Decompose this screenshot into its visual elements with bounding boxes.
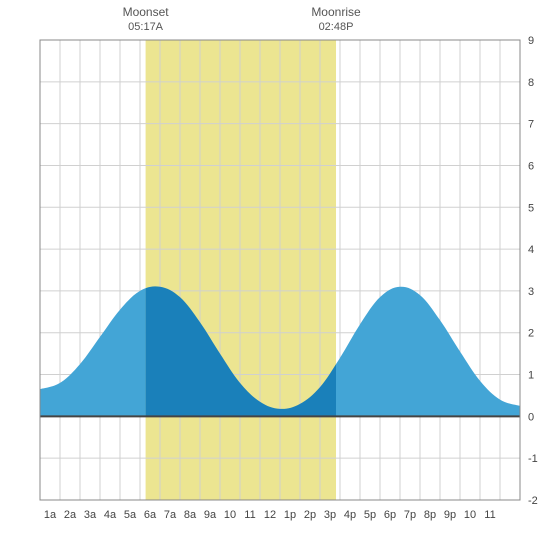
x-tick-label: 11 — [484, 509, 495, 521]
tide-chart: -2-101234567891a2a3a4a5a6a7a8a9a1011121p… — [0, 0, 550, 550]
moonset-title: Moonset — [123, 5, 170, 19]
moonset-time: 05:17A — [128, 21, 164, 33]
x-tick-label: 10 — [464, 509, 476, 521]
daylight-band — [146, 40, 336, 500]
x-tick-label: 2a — [64, 509, 77, 521]
y-tick-label: 8 — [528, 77, 534, 89]
x-tick-label: 7p — [404, 509, 416, 521]
y-tick-label: 9 — [528, 35, 534, 47]
y-tick-label: 0 — [528, 411, 534, 423]
x-tick-label: 5a — [124, 509, 137, 521]
y-tick-label: 4 — [528, 244, 534, 256]
y-tick-label: 7 — [528, 119, 534, 131]
x-tick-label: 2p — [304, 509, 316, 521]
x-tick-label: 10 — [224, 509, 236, 521]
y-tick-label: 5 — [528, 202, 534, 214]
x-tick-label: 5p — [364, 509, 376, 521]
x-tick-label: 3p — [324, 509, 336, 521]
moonrise-title: Moonrise — [311, 5, 361, 19]
y-tick-label: -2 — [528, 495, 538, 507]
x-tick-label: 6a — [144, 509, 157, 521]
x-tick-label: 9a — [204, 509, 217, 521]
moonrise-time: 02:48P — [319, 21, 354, 33]
x-tick-label: 12 — [264, 509, 276, 521]
y-tick-label: 3 — [528, 286, 534, 298]
x-tick-label: 4a — [104, 509, 117, 521]
x-tick-label: 7a — [164, 509, 177, 521]
y-tick-label: 6 — [528, 160, 534, 172]
x-tick-label: 11 — [244, 509, 255, 521]
x-tick-label: 6p — [384, 509, 396, 521]
chart-svg: -2-101234567891a2a3a4a5a6a7a8a9a1011121p… — [0, 0, 550, 550]
x-tick-label: 3a — [84, 509, 97, 521]
y-tick-label: 2 — [528, 328, 534, 340]
y-tick-label: 1 — [528, 370, 534, 382]
x-tick-label: 8a — [184, 509, 197, 521]
x-tick-label: 9p — [444, 509, 456, 521]
x-tick-label: 1p — [284, 509, 296, 521]
y-tick-label: -1 — [528, 453, 538, 465]
x-tick-label: 4p — [344, 509, 356, 521]
x-tick-label: 1a — [44, 509, 57, 521]
x-tick-label: 8p — [424, 509, 436, 521]
